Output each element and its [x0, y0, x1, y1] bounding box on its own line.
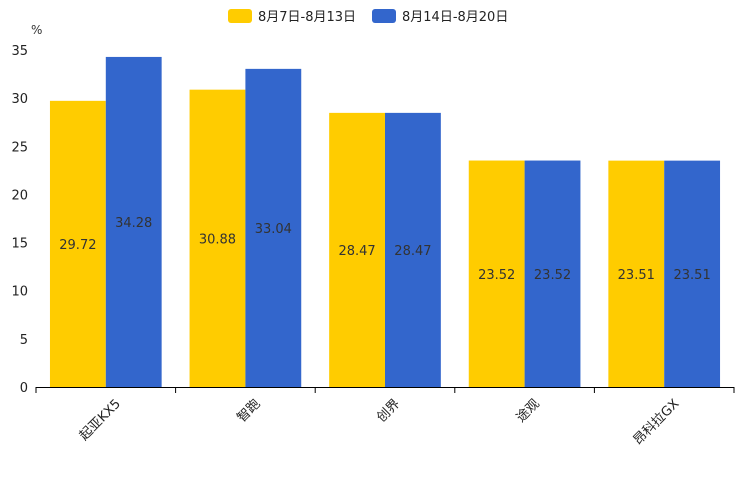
legend: 8月7日-8月13日 8月14日-8月20日 — [228, 9, 508, 25]
data-label: 28.47 — [338, 244, 375, 259]
y-tick-label: 0 — [20, 381, 28, 396]
bar-0-4 — [608, 160, 665, 387]
data-label: 23.51 — [674, 268, 711, 283]
x-axis: 起亚KX5 智跑 创界 途观 昂科拉GX — [35, 387, 735, 449]
x-tick-label: 起亚KX5 — [77, 397, 124, 444]
y-tick-label: 15 — [11, 237, 28, 252]
legend-label-0: 8月7日-8月13日 — [258, 10, 356, 25]
legend-label-1: 8月14日-8月20日 — [402, 10, 508, 25]
y-axis-label: % — [31, 23, 42, 37]
data-label: 28.47 — [394, 244, 431, 259]
data-label: 23.51 — [618, 268, 655, 283]
x-tick-label: 创界 — [374, 397, 403, 426]
bar-0-0 — [49, 100, 106, 387]
data-label: 34.28 — [115, 216, 152, 231]
bar-1-3 — [524, 160, 581, 387]
bar-1-0 — [105, 56, 162, 388]
data-label: 23.52 — [478, 268, 515, 283]
y-tick-label: 5 — [20, 333, 28, 348]
bar-1-4 — [664, 160, 721, 387]
x-tick-label: 智跑 — [235, 397, 264, 426]
legend-swatch-1 — [372, 9, 396, 23]
data-label: 29.72 — [59, 238, 96, 253]
bar-1-2 — [385, 112, 441, 387]
y-tick-label: 35 — [11, 44, 28, 59]
y-tick-label: 25 — [11, 140, 28, 155]
data-label: 30.88 — [199, 232, 236, 247]
bar-1-1 — [245, 68, 302, 387]
x-tick-label: 途观 — [513, 396, 543, 426]
y-tick-label: 30 — [11, 92, 28, 107]
y-tick-label: 10 — [11, 285, 28, 300]
y-tick-label: 20 — [11, 188, 28, 203]
data-label: 33.04 — [255, 222, 292, 237]
bar-0-3 — [468, 160, 525, 387]
legend-swatch-0 — [228, 9, 252, 23]
y-axis: 0 5 10 15 20 25 30 35 — [11, 44, 28, 396]
data-label: 23.52 — [534, 268, 571, 283]
x-tick-label: 昂科拉GX — [631, 397, 683, 449]
bar-0-1 — [189, 89, 246, 388]
bar-0-2 — [329, 112, 385, 387]
bars: 29.72 34.28 30.88 33.04 28.47 28.47 23.52 23.52… — [49, 56, 721, 388]
